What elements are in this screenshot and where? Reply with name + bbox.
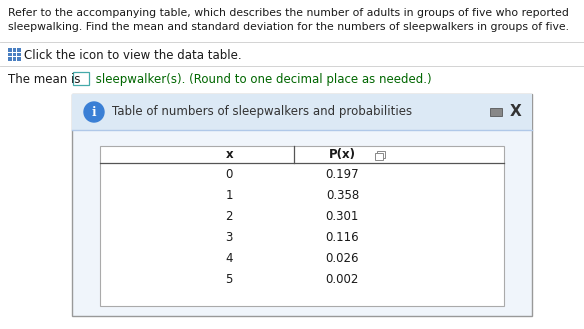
Bar bbox=[17, 48, 20, 52]
Text: 0.301: 0.301 bbox=[326, 210, 359, 223]
Text: i: i bbox=[92, 106, 96, 119]
Text: 0.358: 0.358 bbox=[326, 189, 359, 202]
Text: 0: 0 bbox=[225, 168, 233, 181]
Text: Refer to the accompanying table, which describes the number of adults in groups : Refer to the accompanying table, which d… bbox=[8, 8, 569, 18]
Text: 0.002: 0.002 bbox=[326, 273, 359, 286]
Bar bbox=[17, 53, 20, 56]
Text: Click the icon to view the data table.: Click the icon to view the data table. bbox=[24, 49, 242, 62]
Text: The mean is: The mean is bbox=[8, 73, 81, 86]
Text: sleepwalking. Find the mean and standard deviation for the numbers of sleepwalke: sleepwalking. Find the mean and standard… bbox=[8, 22, 569, 32]
Text: 1: 1 bbox=[225, 189, 233, 202]
Text: P(x): P(x) bbox=[329, 148, 356, 161]
Bar bbox=[72, 94, 532, 316]
Bar bbox=[8, 53, 12, 56]
Text: Table of numbers of sleepwalkers and probabilities: Table of numbers of sleepwalkers and pro… bbox=[112, 106, 412, 118]
Text: 4: 4 bbox=[225, 252, 233, 265]
Text: X: X bbox=[510, 105, 522, 119]
Bar bbox=[12, 57, 16, 61]
Bar bbox=[100, 146, 504, 306]
Bar bbox=[377, 151, 385, 158]
Bar bbox=[490, 108, 502, 116]
Bar bbox=[72, 94, 532, 130]
Text: x: x bbox=[225, 148, 233, 161]
Text: sleepwalker(s). (Round to one decimal place as needed.): sleepwalker(s). (Round to one decimal pl… bbox=[92, 73, 432, 86]
Bar bbox=[12, 53, 16, 56]
Bar bbox=[376, 153, 384, 160]
Text: 0.116: 0.116 bbox=[326, 231, 359, 244]
Text: 3: 3 bbox=[225, 231, 233, 244]
Text: 0.026: 0.026 bbox=[326, 252, 359, 265]
Circle shape bbox=[84, 102, 104, 122]
Text: 2: 2 bbox=[225, 210, 233, 223]
Bar bbox=[8, 48, 12, 52]
Text: 0.197: 0.197 bbox=[326, 168, 359, 181]
Bar bbox=[8, 57, 12, 61]
Bar bbox=[17, 57, 20, 61]
Bar bbox=[12, 48, 16, 52]
Text: 5: 5 bbox=[225, 273, 233, 286]
Bar bbox=[73, 72, 89, 85]
